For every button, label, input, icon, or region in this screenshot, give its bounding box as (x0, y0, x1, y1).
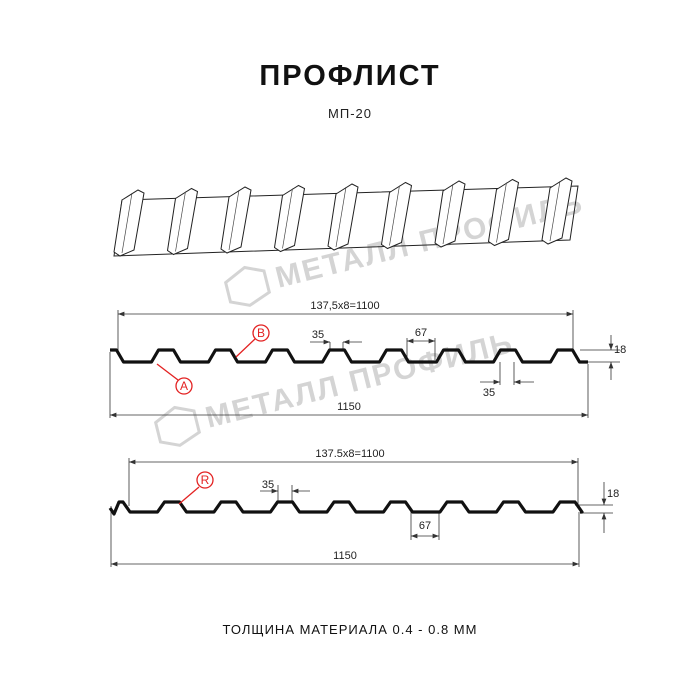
sheet-rib-edge (549, 180, 561, 242)
profile-b: 137.5x8=1100 1150 35 67 18 R (108, 448, 619, 567)
marker-b-label: B (257, 326, 265, 340)
watermark-text: МЕТАЛЛ ПРОФИЛЬ (202, 326, 517, 435)
sheet-rib (327, 183, 359, 251)
bottom-width-label: 35 (483, 387, 495, 399)
sheet-rib (113, 189, 145, 257)
marker-r-label: R (201, 473, 210, 487)
sheet-rib-edge (121, 192, 133, 254)
sheet-rib-edge (228, 189, 240, 251)
flat-width-label: 67 (415, 327, 427, 339)
profile-a-outline (110, 348, 588, 364)
profile-b-outline (108, 500, 584, 516)
sheet-rib (434, 180, 466, 248)
height-label: 18 (607, 488, 619, 500)
sheet-rib-edge (175, 191, 186, 252)
model-subtitle: МП-20 (328, 106, 372, 121)
sheet-rib (541, 177, 573, 245)
sheet-rib-edge (335, 186, 347, 248)
width-label: 1150 (333, 550, 357, 562)
sheet-3d-view (113, 177, 579, 257)
watermark-2: МЕТАЛЛ ПРОФИЛЬ (153, 326, 517, 447)
sheet-rib-edge (442, 183, 454, 245)
marker-r (196, 471, 214, 489)
marker-b (252, 324, 270, 342)
marker-a-label: A (180, 379, 188, 393)
height-label: 18 (614, 344, 626, 356)
sheet-rib (487, 178, 520, 247)
sheet-rib (380, 181, 413, 250)
material-thickness-note: ТОЛЩИНА МАТЕРИАЛА 0.4 - 0.8 ММ (222, 622, 478, 637)
page-title: ПРОФЛИСТ (259, 60, 441, 92)
sheet-rib-edge (389, 185, 400, 246)
watermark-logo-icon (223, 265, 272, 307)
sheet-rib (166, 187, 199, 256)
sheet-rib (220, 186, 252, 254)
sheet-rib (273, 184, 306, 253)
watermark-text: МЕТАЛЛ ПРОФИЛЬ (272, 186, 587, 295)
sheet-rib-edge (496, 182, 507, 243)
watermark-logo-icon (153, 405, 202, 447)
top-width-label: 35 (262, 479, 274, 491)
flat-width-label: 67 (419, 520, 431, 532)
profile-a: 137,5x8=1100 1150 35 67 35 18 A B (109, 300, 626, 418)
width-label: 1150 (337, 401, 361, 413)
pitch-label: 137,5x8=1100 (310, 300, 379, 312)
sheet-rib-edge (282, 188, 293, 249)
top-width-label: 35 (312, 329, 324, 341)
pitch-label: 137.5x8=1100 (315, 448, 384, 460)
marker-a (175, 377, 193, 395)
